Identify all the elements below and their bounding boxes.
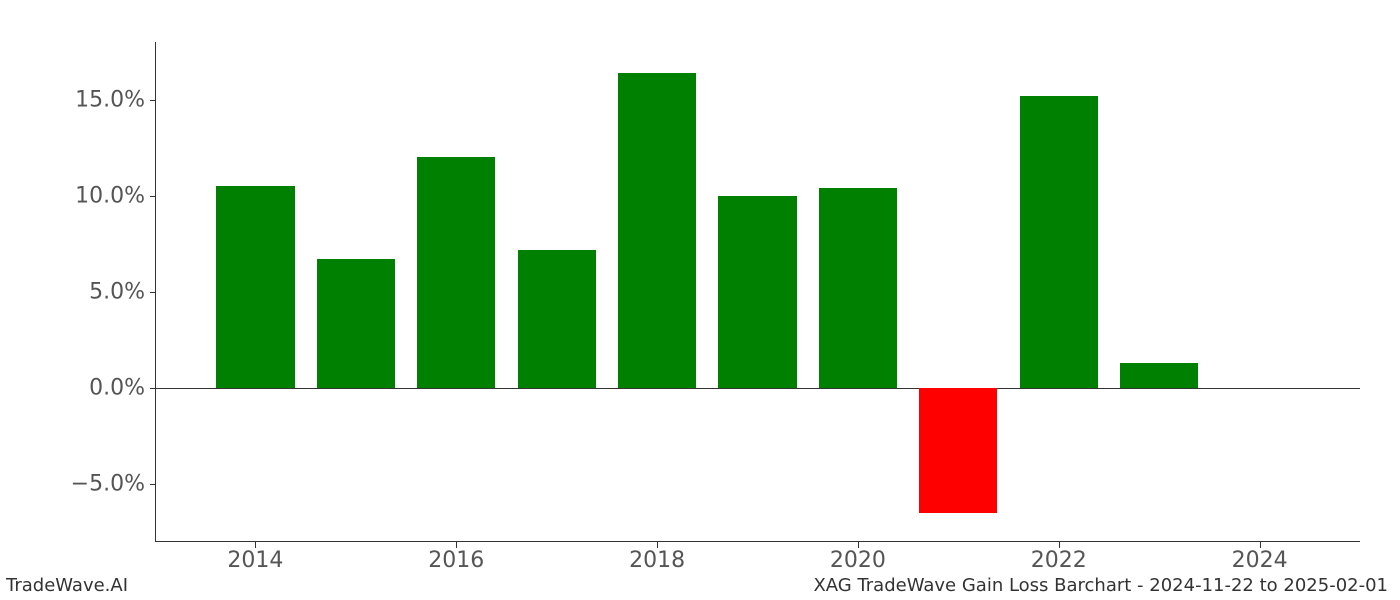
y-tick-mark xyxy=(150,100,156,101)
bar-2014 xyxy=(216,186,294,388)
caption-text: XAG TradeWave Gain Loss Barchart - 2024-… xyxy=(813,575,1388,596)
y-tick-label: 15.0% xyxy=(35,87,145,112)
x-tick-mark xyxy=(456,542,457,548)
x-tick-label: 2016 xyxy=(428,548,484,573)
x-tick-mark xyxy=(255,542,256,548)
x-tick-label: 2014 xyxy=(227,548,283,573)
gain-loss-barchart: −5.0% 0.0% 5.0% 10.0% 15.0% 2014 2016 2018 2020… xyxy=(0,0,1400,600)
y-tick-mark xyxy=(150,292,156,293)
branding-text: TradeWave.AI xyxy=(6,575,128,596)
y-tick-mark xyxy=(150,388,156,389)
x-tick-mark xyxy=(1059,542,1060,548)
bar-2015 xyxy=(317,259,395,388)
bar-2023 xyxy=(1120,363,1198,388)
bar-2019 xyxy=(718,196,796,388)
bar-2016 xyxy=(417,157,495,388)
y-tick-label: 5.0% xyxy=(35,280,145,305)
y-tick-label: −5.0% xyxy=(35,472,145,497)
bar-2017 xyxy=(518,250,596,388)
y-tick-label: 0.0% xyxy=(35,376,145,401)
bar-2022 xyxy=(1020,96,1098,388)
bar-2020 xyxy=(819,188,897,388)
x-tick-mark xyxy=(858,542,859,548)
x-tick-mark xyxy=(1260,542,1261,548)
x-tick-label: 2024 xyxy=(1232,548,1288,573)
zero-line xyxy=(155,388,1360,389)
x-tick-label: 2018 xyxy=(629,548,685,573)
x-tick-label: 2020 xyxy=(830,548,886,573)
x-tick-mark xyxy=(657,542,658,548)
bar-2021 xyxy=(919,388,997,513)
y-tick-label: 10.0% xyxy=(35,183,145,208)
bar-2018 xyxy=(618,73,696,388)
y-tick-mark xyxy=(150,196,156,197)
y-tick-mark xyxy=(150,484,156,485)
x-tick-label: 2022 xyxy=(1031,548,1087,573)
